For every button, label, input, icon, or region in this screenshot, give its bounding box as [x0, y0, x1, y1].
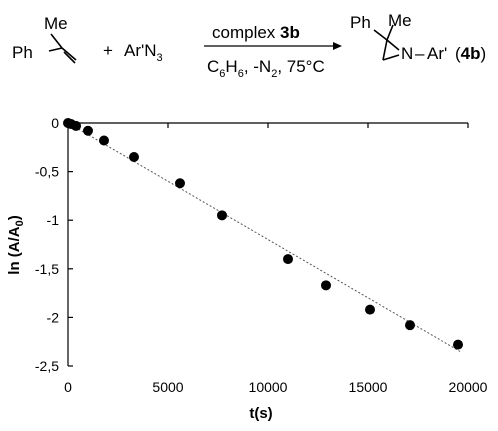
y-tick-label: -1,5 [35, 261, 59, 277]
x-tick-label: 10000 [249, 379, 288, 395]
x-tick-label: 5000 [152, 379, 183, 395]
data-point [175, 178, 185, 189]
product-methyl-label: Me [388, 11, 412, 30]
y-tick-label: 0 [51, 115, 59, 131]
x-axis-label: t(s) [249, 405, 272, 422]
y-tick-label: -2,5 [35, 358, 59, 374]
data-point [283, 254, 293, 265]
data-point [405, 320, 415, 331]
aziridine-structure [373, 24, 400, 61]
y-tick-label: -1 [47, 212, 60, 228]
product-aryl-label: Ar' [427, 44, 447, 63]
alkene-structure [48, 33, 77, 64]
reaction-arrow [204, 42, 342, 50]
methyl-label: Me [44, 14, 68, 33]
reaction-scheme: Me Ph + Ar'N3 complex 3b C6H6, -N2, 75°C… [12, 11, 486, 80]
data-point [83, 125, 93, 136]
x-ticks: 0 5000 10000 15000 20000 [64, 123, 488, 395]
x-tick-label: 15000 [349, 379, 388, 395]
x-tick-label: 20000 [449, 379, 488, 395]
phenyl-label: Ph [12, 43, 33, 62]
data-point [321, 280, 331, 291]
product-phenyl-label: Ph [350, 13, 371, 32]
data-points [63, 118, 463, 350]
y-tick-label: -0,5 [35, 164, 59, 180]
x-tick-label: 0 [64, 379, 72, 395]
y-axis-label: ln (A/A0) [6, 215, 26, 274]
product-nitrogen-label: N [401, 44, 413, 63]
data-point [129, 152, 139, 163]
data-point [99, 135, 109, 146]
kinetics-chart: 0 -0,5 -1 -1,5 -2 -2,5 0 5000 10000 15000 20000 t… [6, 115, 488, 422]
trendline [67, 122, 461, 352]
data-point [71, 120, 81, 131]
reagent-label: complex 3b [212, 23, 300, 42]
data-point [365, 304, 375, 315]
plus-sign: + [103, 41, 113, 60]
data-point [453, 339, 463, 350]
product-dash: – [415, 44, 425, 63]
data-point [217, 210, 227, 221]
product-number-label: (4b) [455, 44, 486, 63]
conditions-label: C6H6, -N2, 75°C [207, 57, 325, 80]
y-tick-label: -2 [47, 309, 60, 325]
azide-label: Ar'N3 [124, 41, 163, 64]
y-ticks: 0 -0,5 -1 -1,5 -2 -2,5 [35, 115, 73, 374]
